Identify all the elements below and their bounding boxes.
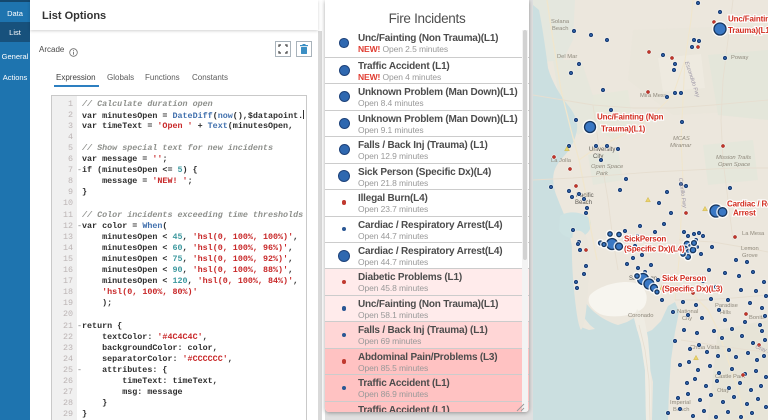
svg-text:SickPerson: SickPerson — [624, 235, 666, 244]
svg-text:Open Space: Open Space — [718, 162, 751, 168]
svg-text:Poway: Poway — [731, 55, 749, 61]
svg-text:Unc/Fainting (Npn: Unc/Fainting (Npn — [597, 113, 664, 122]
svg-text:Castle Park: Castle Park — [715, 374, 745, 380]
svg-text:La Mesa: La Mesa — [742, 231, 765, 237]
svg-text:City: City — [682, 316, 692, 322]
svg-text:Bonita: Bonita — [749, 315, 766, 321]
svg-text:Cabrillo Fwy: Cabrillo Fwy — [677, 177, 687, 209]
svg-text:Del Mar: Del Mar — [557, 54, 577, 60]
svg-text:Otay: Otay — [717, 388, 729, 394]
svg-text:(Specific Dx)(L3): (Specific Dx)(L3) — [662, 285, 723, 294]
svg-text:(Specific Dx)(L4): (Specific Dx)(L4) — [624, 245, 685, 254]
svg-text:Cardiac / Re: Cardiac / Re — [727, 200, 768, 209]
svg-text:Mission Trails: Mission Trails — [716, 155, 751, 161]
svg-text:Beach: Beach — [575, 200, 592, 206]
svg-text:Mira Mesa: Mira Mesa — [640, 93, 668, 99]
svg-text:Trauma)(L1): Trauma)(L1) — [601, 125, 646, 134]
svg-text:Grove: Grove — [742, 253, 758, 259]
svg-text:University: University — [589, 147, 615, 153]
svg-text:Chula Vista: Chula Vista — [690, 345, 720, 351]
svg-text:Lemon: Lemon — [741, 246, 759, 252]
svg-text:Pacific: Pacific — [576, 193, 594, 199]
svg-text:Solana: Solana — [551, 19, 570, 25]
svg-text:City: City — [593, 154, 603, 160]
svg-text:National: National — [677, 309, 698, 315]
svg-text:Open Space: Open Space — [591, 164, 624, 170]
svg-text:Hills: Hills — [720, 310, 731, 316]
svg-text:La Jolla: La Jolla — [551, 158, 572, 164]
svg-text:Imperial: Imperial — [670, 400, 691, 406]
svg-text:Miramar: Miramar — [670, 143, 692, 149]
svg-text:Trauma)(L1: Trauma)(L1 — [728, 26, 768, 35]
svg-text:Coronado: Coronado — [628, 313, 653, 319]
svg-text:Unc/Fainting (: Unc/Fainting ( — [728, 15, 768, 24]
svg-text:Arrest: Arrest — [733, 209, 756, 218]
svg-text:Sick Person: Sick Person — [662, 274, 706, 283]
svg-text:Park: Park — [596, 171, 609, 177]
svg-text:Beach: Beach — [552, 26, 568, 32]
svg-text:Paradise: Paradise — [715, 303, 738, 309]
svg-text:MCAS: MCAS — [673, 136, 690, 142]
